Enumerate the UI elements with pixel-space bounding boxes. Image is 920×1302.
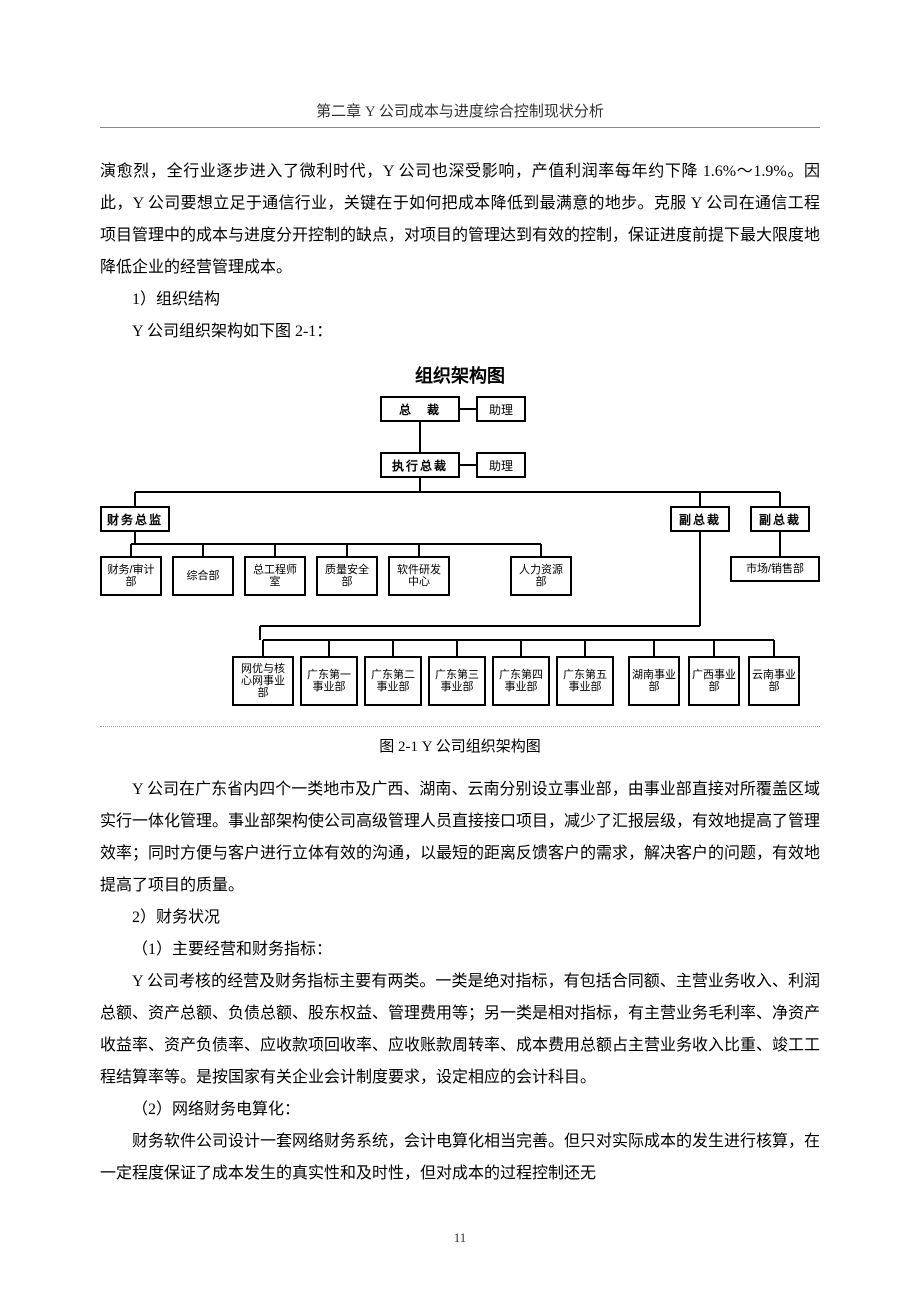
section-2-sub2: （2）网络财务电算化：	[100, 1094, 820, 1126]
org-node-bu1: 网优与核心网事业部	[232, 656, 294, 706]
org-node-zongcai: 总 裁	[380, 396, 460, 422]
section-heading-1: 1）组织结构	[100, 284, 820, 316]
org-node-bu3: 广东第二事业部	[364, 656, 422, 706]
org-node-gongcheng: 总工程师室	[244, 556, 306, 596]
org-node-fu2: 副总裁	[750, 506, 810, 532]
org-node-caiwu_shen: 财务/审计部	[100, 556, 162, 596]
org-node-bu9: 云南事业部	[748, 656, 800, 706]
section-1-intro: Y 公司组织架构如下图 2-1：	[100, 316, 820, 348]
org-node-zhiliang: 质量安全部	[316, 556, 378, 596]
org-chart: 总 裁助理执行总裁助理财务总监副总裁副总裁财务/审计部综合部总工程师室质量安全部…	[100, 396, 820, 726]
org-node-caiwu: 财务总监	[100, 506, 170, 532]
paragraph-intro: 演愈烈，全行业逐步进入了微利时代，Y 公司也深受影响，产值利润率每年约下降 1.…	[100, 156, 820, 284]
org-node-zhuli1: 助理	[476, 396, 526, 422]
figure-caption: 图 2-1 Y 公司组织架构图	[100, 735, 820, 756]
org-node-bu7: 湖南事业部	[628, 656, 680, 706]
org-node-bu4: 广东第三事业部	[428, 656, 486, 706]
org-node-fu1: 副总裁	[670, 506, 730, 532]
section-heading-2: 2）财务状况	[100, 902, 820, 934]
paragraph-finance-indicators: Y 公司考核的经营及财务指标主要有两类。一类是绝对指标，有包括合同额、主营业务收…	[100, 966, 820, 1094]
org-node-ruanjian: 软件研发中心	[388, 556, 450, 596]
paragraph-finance-computing: 财务软件公司设计一套网络财务系统，会计电算化相当完善。但只对实际成本的发生进行核…	[100, 1126, 820, 1190]
org-chart-title: 组织架构图	[100, 362, 820, 388]
section-2-sub1: （1）主要经营和财务指标：	[100, 934, 820, 966]
page-number: 11	[100, 1230, 820, 1246]
page-header: 第二章 Y 公司成本与进度综合控制现状分析	[100, 100, 820, 128]
org-chart-divider	[100, 726, 820, 727]
paragraph-org: Y 公司在广东省内四个一类地市及广西、湖南、云南分别设立事业部，由事业部直接对所…	[100, 774, 820, 902]
org-node-renli: 人力资源部	[510, 556, 572, 596]
org-node-zhuli2: 助理	[476, 452, 526, 478]
document-page: 第二章 Y 公司成本与进度综合控制现状分析 演愈烈，全行业逐步进入了微利时代，Y…	[0, 0, 920, 1296]
org-node-zonghe: 综合部	[172, 556, 234, 596]
org-node-zhixing: 执行总裁	[380, 452, 460, 478]
org-node-bu2: 广东第一事业部	[300, 656, 358, 706]
org-node-shichang: 市场/销售部	[730, 556, 820, 582]
org-node-bu5: 广东第四事业部	[492, 656, 550, 706]
org-node-bu6: 广东第五事业部	[556, 656, 614, 706]
org-node-bu8: 广西事业部	[688, 656, 740, 706]
